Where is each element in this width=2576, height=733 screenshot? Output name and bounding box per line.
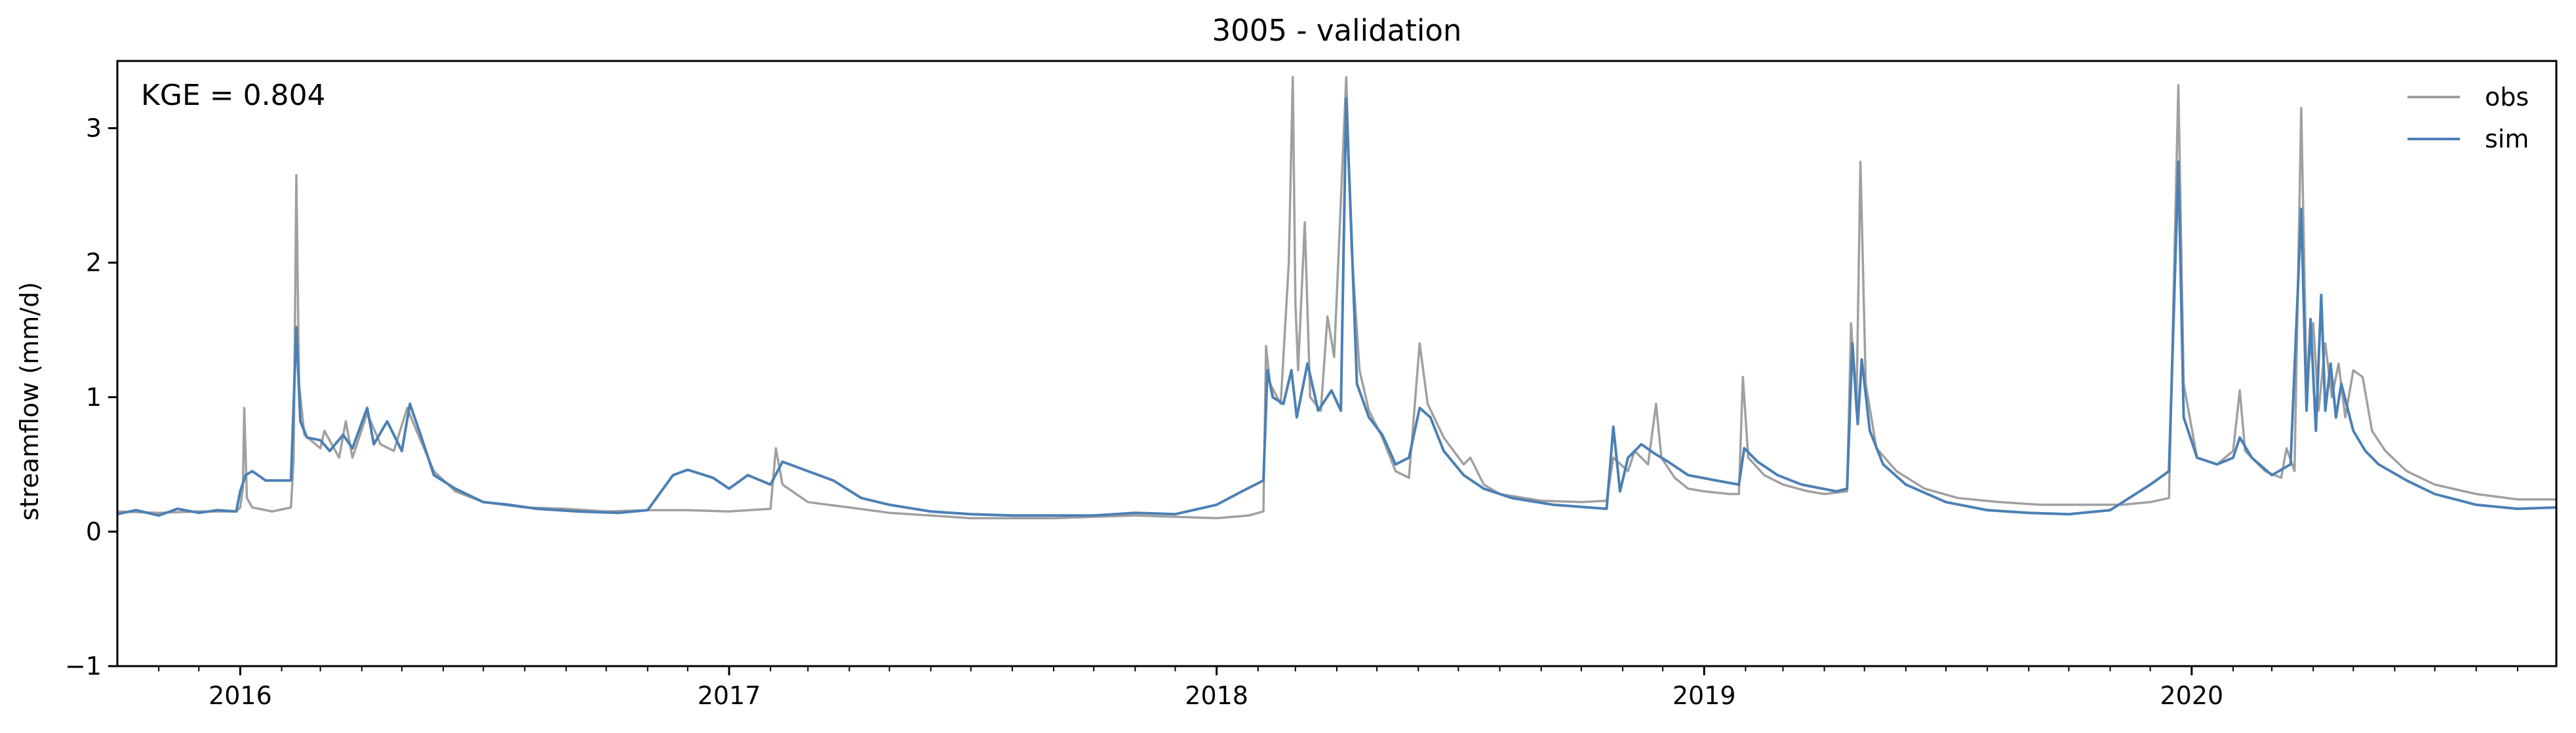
x-axis: 2016 2017 2018 2019 2020 bbox=[158, 666, 2518, 710]
y-tick-label: 0 bbox=[86, 517, 102, 546]
chart-title: 3005 - validation bbox=[1212, 13, 1462, 48]
series-lines bbox=[117, 75, 2557, 520]
x-tick-label: 2019 bbox=[1673, 681, 1736, 710]
y-axis: −1 0 1 2 3 bbox=[65, 114, 117, 681]
y-axis-label: streamflow (mm/d) bbox=[15, 282, 44, 521]
series-line-obs bbox=[117, 75, 2556, 520]
y-tick-label: −1 bbox=[65, 652, 102, 681]
x-tick-label: 2016 bbox=[208, 681, 272, 710]
kge-annotation: KGE = 0.804 bbox=[141, 79, 326, 112]
legend-label-sim: sim bbox=[2485, 125, 2529, 153]
x-tick-label: 2018 bbox=[1185, 681, 1248, 710]
x-tick-label: 2020 bbox=[2160, 681, 2223, 710]
y-tick-label: 3 bbox=[86, 114, 102, 143]
y-tick-label: 1 bbox=[86, 383, 102, 412]
plot-frame bbox=[116, 60, 2558, 667]
y-tick-label: 2 bbox=[86, 248, 102, 277]
x-tick-label: 2017 bbox=[698, 681, 761, 710]
series-line-sim bbox=[117, 97, 2557, 517]
legend-label-obs: obs bbox=[2485, 83, 2529, 111]
legend: obs sim bbox=[2408, 83, 2529, 153]
